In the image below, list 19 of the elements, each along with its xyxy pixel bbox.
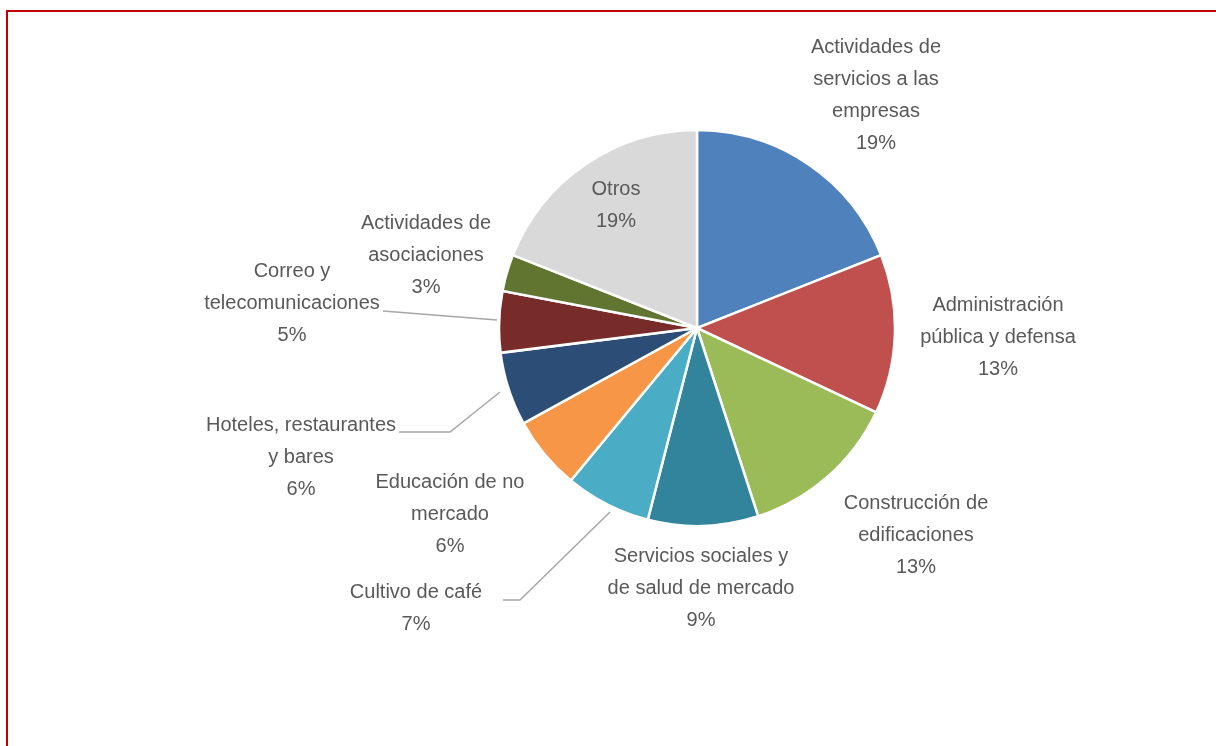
data-label: 6% (286, 477, 316, 499)
data-label: 6% (435, 534, 465, 556)
data-label: 13% (895, 555, 937, 577)
slice-label: Hoteles, restaurantes y bares (205, 413, 397, 467)
data-label: 5% (277, 323, 307, 345)
data-label: 19% (595, 209, 637, 231)
data-label: 13% (977, 357, 1019, 379)
slice-label: Construcción de edificaciones (843, 491, 989, 545)
data-label: 19% (855, 131, 897, 153)
data-label: 9% (686, 608, 716, 630)
slice-label: Cultivo de café (349, 580, 483, 602)
slice-label: Actividades de servicios a las empresas (810, 35, 942, 121)
slice-label: Otros (591, 177, 641, 199)
slice-label: Educación de no mercado (375, 470, 525, 524)
data-label: 7% (401, 612, 431, 634)
slice-label: Actividades de asociaciones (360, 211, 492, 265)
slice-label: Servicios sociales y de salud de mercado (607, 544, 795, 598)
data-label: 3% (411, 275, 441, 297)
slice-label: Administración pública y defensa (920, 293, 1077, 347)
